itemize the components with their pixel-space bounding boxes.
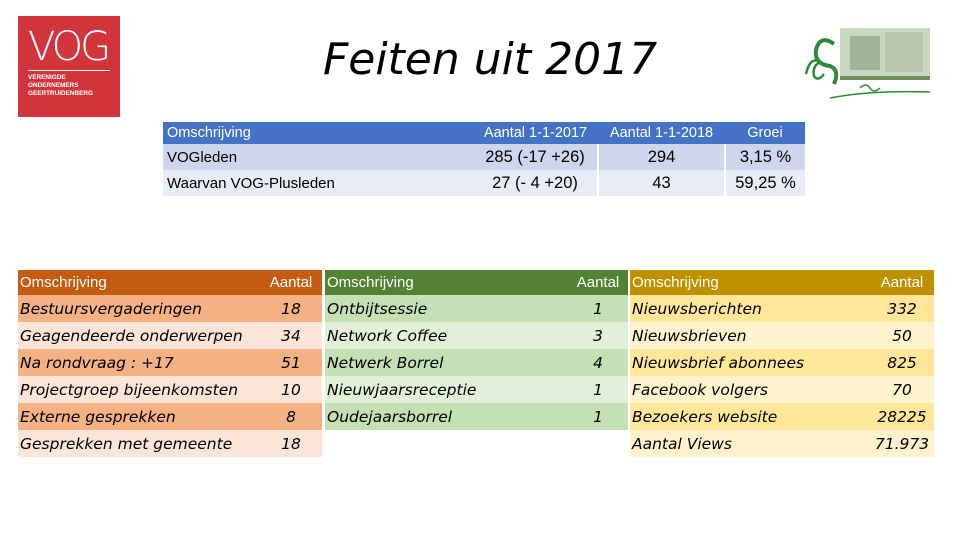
cell-omschrijving: Facebook volgers	[630, 376, 870, 403]
vog-logo-line-3: GEERTRUIDENBERG	[28, 90, 93, 97]
table-row: Nieuwsberichten 332	[630, 295, 934, 322]
cell-omschrijving: Nieuwsbrieven	[630, 322, 870, 349]
table-row: Network Coffee 3	[325, 322, 628, 349]
cell-aantal-2018: 294	[597, 144, 725, 170]
vog-logo-mark: VOG	[28, 24, 111, 70]
cell-aantal: 34	[260, 322, 322, 349]
events-header-row: Omschrijving Aantal	[325, 270, 628, 295]
vog-logo-line-2: ONDERNEMERS	[28, 82, 79, 89]
table-row: Nieuwsbrieven 50	[630, 322, 934, 349]
table-row: Externe gesprekken 8	[18, 403, 322, 430]
table-row: Bestuursvergaderingen 18	[18, 295, 322, 322]
table-row: Nieuwjaarsreceptie 1	[325, 376, 628, 403]
cell-omschrijving: Nieuwsberichten	[630, 295, 870, 322]
header-aantal: Aantal	[568, 270, 628, 295]
header-omschrijving: Omschrijving	[18, 270, 260, 295]
cell-aantal: 28225	[870, 403, 934, 430]
cell-omschrijving: Network Coffee	[325, 322, 568, 349]
vog-logo: VOG VERENIGDE ONDERNEMERS GEERTRUIDENBER…	[18, 16, 120, 117]
de-stek-logo	[804, 28, 931, 99]
cell-aantal: 3	[568, 322, 628, 349]
cell-omschrijving: Na rondvraag : +17	[18, 349, 260, 376]
table-row: Gesprekken met gemeente 18	[18, 430, 322, 457]
header-aantal: Aantal	[870, 270, 934, 295]
cell-aantal: 18	[260, 295, 322, 322]
cell-omschrijving: Aantal Views	[630, 430, 870, 457]
cell-omschrijving: Externe gesprekken	[18, 403, 260, 430]
cell-omschrijving: Nieuwjaarsreceptie	[325, 376, 568, 403]
cell-aantal: 10	[260, 376, 322, 403]
cell-aantal: 51	[260, 349, 322, 376]
media-header-row: Omschrijving Aantal	[630, 270, 934, 295]
cell-aantal: 1	[568, 295, 628, 322]
vog-logo-divider	[28, 70, 110, 71]
cell-aantal: 4	[568, 349, 628, 376]
cell-aantal: 8	[260, 403, 322, 430]
cell-aantal: 332	[870, 295, 934, 322]
table-row: Waarvan VOG-Plusleden 27 (- 4 +20) 43 59…	[163, 170, 805, 196]
cell-aantal: 1	[568, 376, 628, 403]
cell-aantal: 50	[870, 322, 934, 349]
cell-aantal-2017: 27 (- 4 +20)	[473, 170, 598, 196]
cell-omschrijving: Gesprekken met gemeente	[18, 430, 260, 457]
cell-aantal: 18	[260, 430, 322, 457]
table-row: Projectgroep bijeenkomsten 10	[18, 376, 322, 403]
header-omschrijving: Omschrijving	[325, 270, 568, 295]
table-row: Oudejaarsborrel 1	[325, 403, 628, 430]
table-row: Nieuwsbrief abonnees 825	[630, 349, 934, 376]
cell-aantal-2018: 43	[597, 170, 725, 196]
cell-aantal: 1	[568, 403, 628, 430]
cell-groei: 3,15 %	[724, 144, 805, 170]
vog-logo-text: VERENIGDE ONDERNEMERS GEERTRUIDENBERG	[28, 74, 93, 98]
header-groei: Groei	[725, 122, 805, 144]
vog-logo-line-1: VERENIGDE	[28, 74, 66, 81]
cell-aantal-2017: 285 (-17 +26)	[473, 144, 598, 170]
table-row: Facebook volgers 70	[630, 376, 934, 403]
media-table: Omschrijving Aantal Nieuwsberichten 332 N…	[630, 270, 934, 457]
table-row: Ontbijtsessie 1	[325, 295, 628, 322]
events-table: Omschrijving Aantal Ontbijtsessie 1 Netwo…	[325, 270, 628, 430]
header-aantal: Aantal	[260, 270, 322, 295]
table-row: Aantal Views 71.973	[630, 430, 934, 457]
cell-omschrijving: Geagendeerde onderwerpen	[18, 322, 260, 349]
table-row: VOGleden 285 (-17 +26) 294 3,15 %	[163, 144, 805, 170]
cell-omschrijving: Netwerk Borrel	[325, 349, 568, 376]
meetings-header-row: Omschrijving Aantal	[18, 270, 322, 295]
table-row: Bezoekers website 28225	[630, 403, 934, 430]
table-row: Na rondvraag : +17 51	[18, 349, 322, 376]
cell-omschrijving: Oudejaarsborrel	[325, 403, 568, 430]
membership-header-row: Omschrijving Aantal 1-1-2017 Aantal 1-1-…	[163, 122, 805, 144]
cell-groei: 59,25 %	[724, 170, 805, 196]
cell-omschrijving: VOGleden	[163, 144, 473, 170]
meetings-table: Omschrijving Aantal Bestuursvergaderinge…	[18, 270, 322, 457]
cell-omschrijving: Nieuwsbrief abonnees	[630, 349, 870, 376]
header-aantal-2018: Aantal 1-1-2018	[598, 122, 725, 144]
membership-table: Omschrijving Aantal 1-1-2017 Aantal 1-1-…	[163, 122, 805, 196]
header-omschrijving: Omschrijving	[163, 122, 473, 144]
cell-omschrijving: Bezoekers website	[630, 403, 870, 430]
cell-aantal: 70	[870, 376, 934, 403]
page-title: Feiten uit 2017	[322, 34, 658, 85]
cell-aantal: 825	[870, 349, 934, 376]
header-aantal-2017: Aantal 1-1-2017	[473, 122, 598, 144]
cell-aantal: 71.973	[870, 430, 934, 457]
cell-omschrijving: Waarvan VOG-Plusleden	[163, 170, 473, 196]
cell-omschrijving: Projectgroep bijeenkomsten	[18, 376, 260, 403]
table-row: Netwerk Borrel 4	[325, 349, 628, 376]
table-row: Geagendeerde onderwerpen 34	[18, 322, 322, 349]
cell-omschrijving: Bestuursvergaderingen	[18, 295, 260, 322]
header-omschrijving: Omschrijving	[630, 270, 870, 295]
cell-omschrijving: Ontbijtsessie	[325, 295, 568, 322]
